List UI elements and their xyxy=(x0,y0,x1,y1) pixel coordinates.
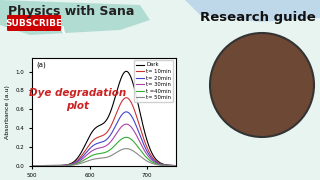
Dark xyxy=(108,112,112,114)
Line: t =40min: t =40min xyxy=(32,137,176,166)
Text: SUBSCRIBE: SUBSCRIBE xyxy=(5,19,63,28)
t= 50min xyxy=(99,157,103,159)
t= 10min xyxy=(171,165,175,167)
t= 30min xyxy=(116,130,120,133)
t= 20min xyxy=(148,155,152,158)
Circle shape xyxy=(210,33,314,137)
t =40min xyxy=(174,165,178,167)
Line: Dark: Dark xyxy=(32,71,176,166)
t= 20min xyxy=(124,111,128,113)
t= 10min xyxy=(30,165,34,167)
t= 30min xyxy=(171,165,175,167)
t= 30min xyxy=(148,158,152,160)
t =40min xyxy=(108,149,112,151)
t= 30min xyxy=(30,165,34,167)
t= 20min xyxy=(171,165,175,167)
t= 20min xyxy=(108,135,112,137)
t =40min xyxy=(99,152,102,154)
Dark xyxy=(148,148,152,151)
t= 10min xyxy=(116,109,120,111)
Line: t= 10min: t= 10min xyxy=(32,98,176,166)
t= 30min xyxy=(108,141,112,144)
Text: Physics with Sana: Physics with Sana xyxy=(8,6,134,19)
Dark xyxy=(124,70,128,72)
t= 50min xyxy=(30,165,34,167)
t= 20min xyxy=(174,165,178,167)
t= 20min xyxy=(30,165,34,167)
t =40min xyxy=(30,165,34,167)
Legend: Dark, t= 10min, t= 20min, t= 30min, t =40min, t= 50min: Dark, t= 10min, t= 20min, t= 30min, t =4… xyxy=(134,60,173,102)
t =40min xyxy=(171,165,175,167)
Line: t= 30min: t= 30min xyxy=(32,124,176,166)
FancyBboxPatch shape xyxy=(7,15,61,31)
t= 50min xyxy=(108,155,112,157)
Dark xyxy=(116,87,120,89)
Circle shape xyxy=(210,33,314,137)
t= 50min xyxy=(124,148,128,150)
Dark xyxy=(99,124,103,126)
Dark xyxy=(99,124,102,126)
t= 30min xyxy=(99,147,103,149)
Dark xyxy=(30,165,34,167)
t= 20min xyxy=(99,141,102,144)
t= 50min xyxy=(116,151,120,153)
t =40min xyxy=(116,141,120,143)
t= 50min xyxy=(174,165,178,167)
t= 10min xyxy=(124,97,128,99)
Y-axis label: Absorbance (a.u): Absorbance (a.u) xyxy=(5,85,10,139)
t =40min xyxy=(124,136,128,138)
Line: t= 50min: t= 50min xyxy=(32,149,176,166)
t= 10min xyxy=(99,135,102,138)
t= 50min xyxy=(99,157,102,159)
t= 30min xyxy=(124,123,128,125)
Text: Research guide: Research guide xyxy=(200,10,316,24)
t= 50min xyxy=(171,165,175,167)
t= 20min xyxy=(99,141,103,143)
Text: Dye degradation
plot: Dye degradation plot xyxy=(29,88,127,111)
Text: (a): (a) xyxy=(36,62,46,68)
t= 30min xyxy=(174,165,178,167)
t= 10min xyxy=(148,153,152,155)
t= 10min xyxy=(174,165,178,167)
t= 50min xyxy=(148,162,152,164)
t= 10min xyxy=(108,127,112,129)
t =40min xyxy=(99,152,103,154)
t= 30min xyxy=(99,147,102,149)
t= 20min xyxy=(116,121,120,123)
Dark xyxy=(174,165,178,167)
Polygon shape xyxy=(185,0,320,22)
t =40min xyxy=(148,160,152,162)
Polygon shape xyxy=(0,0,150,35)
Line: t= 20min: t= 20min xyxy=(32,112,176,166)
Dark xyxy=(171,164,175,166)
t= 10min xyxy=(99,135,103,137)
